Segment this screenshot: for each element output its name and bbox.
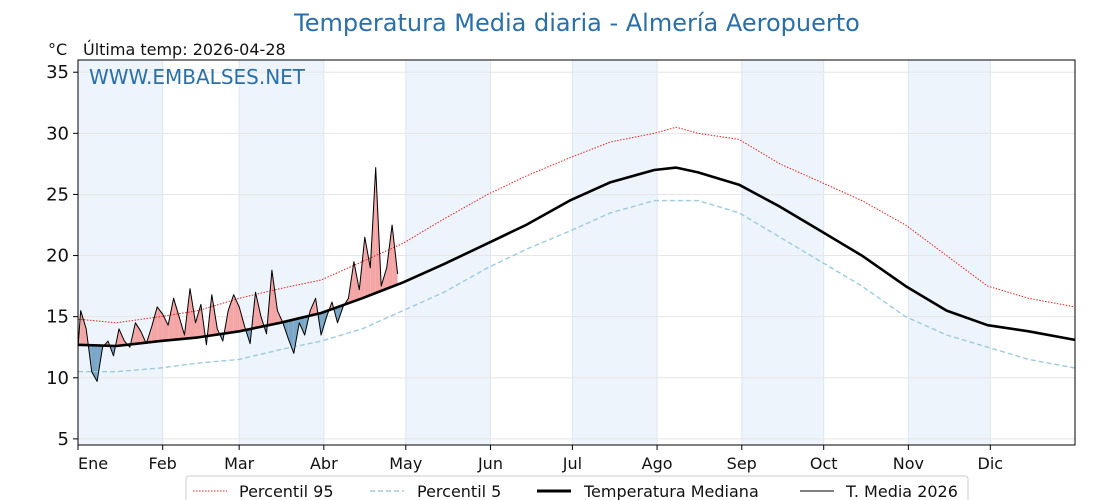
month-shading bbox=[78, 60, 991, 445]
legend-label-p95: Percentil 95 bbox=[239, 482, 334, 500]
y-tick-label: 10 bbox=[46, 368, 69, 389]
y-tick-label: 30 bbox=[46, 123, 69, 144]
x-tick-label-Dic: Dic bbox=[978, 454, 1004, 473]
y-tick-label: 35 bbox=[46, 62, 69, 83]
legend-label-current: T. Media 2026 bbox=[845, 482, 958, 500]
x-tick-label-Feb: Feb bbox=[149, 454, 177, 473]
x-tick-label-Abr: Abr bbox=[310, 454, 338, 473]
x-tick-label-Sep: Sep bbox=[727, 454, 757, 473]
watermark: WWW.EMBALSES.NET bbox=[89, 65, 306, 89]
anomaly-fill-above bbox=[353, 261, 360, 302]
anomaly-fill-below bbox=[288, 319, 294, 354]
y-tick-label: 5 bbox=[58, 429, 69, 450]
series-line-media-2026 bbox=[77, 167, 399, 382]
x-tick-label-Jul: Jul bbox=[562, 454, 582, 473]
month-shade-Mar bbox=[239, 60, 324, 445]
plot-frame bbox=[77, 59, 1076, 446]
anomaly-fill-above bbox=[162, 314, 169, 341]
y-tick-label: 25 bbox=[46, 184, 69, 205]
anomaly-fill-above bbox=[173, 298, 180, 340]
anomaly-fill-above bbox=[228, 294, 234, 333]
series-line-percentil-5 bbox=[78, 199, 1076, 373]
anomaly-fill-above bbox=[189, 288, 196, 339]
x-tick-label-Nov: Nov bbox=[893, 454, 924, 473]
x-tick-label-Mar: Mar bbox=[224, 454, 255, 473]
anomaly-fill-above bbox=[310, 298, 316, 316]
month-shade-Sep bbox=[741, 60, 824, 445]
legend-label-median: Temperatura Mediana bbox=[583, 482, 759, 500]
unit-label: °C bbox=[48, 40, 67, 59]
anomaly-fill-above bbox=[135, 322, 141, 344]
legend-label-p5: Percentil 5 bbox=[417, 482, 501, 500]
x-tick-label-May: May bbox=[389, 454, 422, 473]
anomaly-fill-above bbox=[195, 304, 201, 338]
x-tick-label-Ene: Ene bbox=[78, 454, 108, 473]
last-temp-label: Última temp: 2026-04-28 bbox=[83, 40, 286, 59]
anomaly-fill-above bbox=[386, 225, 393, 289]
x-tick-label-Jun: Jun bbox=[477, 454, 503, 473]
x-axis-ticks: Ene Feb Mar Abr May Jun Jul Ago Sep Oct Nov Dic bbox=[77, 445, 1004, 473]
series-lines bbox=[77, 126, 1076, 382]
month-shade-Jul bbox=[572, 60, 658, 445]
legend-box bbox=[185, 475, 969, 500]
anomaly-fill-above bbox=[364, 237, 371, 298]
anomaly-fill-below bbox=[299, 316, 305, 335]
y-axis-ticks: 5 10 15 20 25 30 35 bbox=[46, 62, 78, 450]
anomaly-fill-above bbox=[255, 292, 262, 328]
series-line-percentil-95 bbox=[77, 126, 1076, 324]
x-tick-label-Oct: Oct bbox=[810, 454, 838, 473]
anomaly-fill-above bbox=[151, 306, 158, 343]
y-tick-label: 15 bbox=[46, 307, 69, 328]
anomaly-fill-above bbox=[168, 298, 174, 341]
month-shade-May bbox=[405, 60, 491, 445]
chart-title: Temperatura Media diaria - Almería Aerop… bbox=[293, 9, 860, 37]
y-tick-label: 20 bbox=[46, 246, 69, 267]
month-shade-Nov bbox=[908, 60, 991, 445]
anomaly-fill-above bbox=[157, 306, 163, 342]
x-tick-label-Ago: Ago bbox=[642, 454, 673, 473]
legend: Percentil 95 Percentil 5 Temperatura Med… bbox=[185, 475, 969, 500]
month-shade-Ene bbox=[78, 60, 163, 445]
grid-lines bbox=[77, 60, 1075, 445]
